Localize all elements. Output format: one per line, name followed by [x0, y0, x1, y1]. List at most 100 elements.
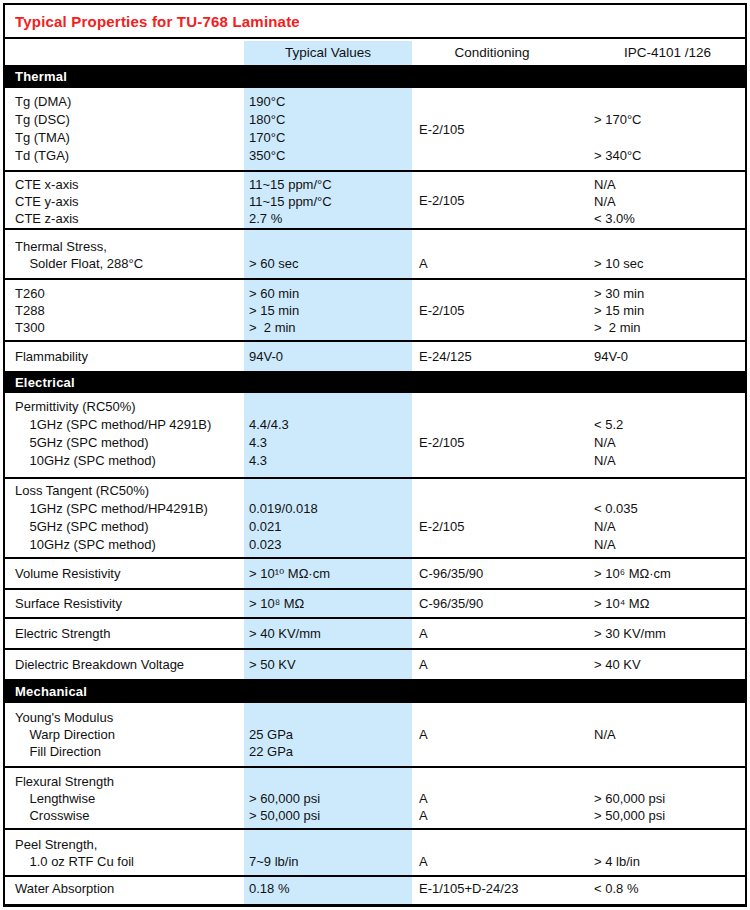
property-cell: Peel Strength, 1.0 oz RTF Cu foil: [5, 830, 244, 875]
table-row-youngs_modulus: Young's Modulus Warp Direction Fill Dire…: [5, 703, 745, 766]
typical-value-cell-line: 11~15 ppm/°C: [249, 193, 412, 210]
property-cell: T260T288T300: [5, 280, 244, 340]
conditioning-cell-value: E-2/105: [419, 122, 590, 137]
table-row-surface_resistivity: Surface Resistivity> 10⁸ MΩC-96/35/90> 1…: [5, 588, 745, 617]
property-cell: Flammability: [5, 342, 244, 371]
typical-value-cell-line: > 15 min: [249, 302, 412, 319]
ipc-spec-cell-line: [594, 93, 745, 111]
ipc-spec-cell-line: [594, 129, 745, 147]
property-cell-line: 1.0 oz RTF Cu foil: [15, 853, 244, 870]
ipc-spec-cell: < 0.035N/AN/A: [590, 479, 745, 557]
typical-value-cell-line: 0.019/0.018: [249, 500, 412, 518]
typical-value-cell: 94V-0: [244, 342, 412, 371]
property-cell-line: 1GHz (SPC method/HP4291B): [15, 500, 244, 518]
property-cell: Thermal Stress, Solder Float, 288°C: [5, 230, 244, 278]
typical-value-cell: 11~15 ppm/°C11~15 ppm/°C2.7 %: [244, 172, 412, 228]
conditioning-cell: A: [412, 619, 590, 648]
typical-value-cell-line: > 60,000 psi: [249, 790, 412, 807]
datasheet-table: Typical Properties for TU-768 Laminate T…: [3, 3, 747, 907]
property-cell-line: Water Absorption: [15, 881, 244, 896]
property-cell-line: Lengthwise: [15, 790, 244, 807]
ipc-spec-cell: N/A: [590, 703, 745, 766]
property-cell: Water Absorption: [5, 877, 244, 900]
table-row-t_times: T260T288T300> 60 min> 15 min> 2 minE-2/1…: [5, 278, 745, 340]
typical-value-cell-line: 0.18 %: [249, 881, 412, 896]
conditioning-cell-line: E-2/105: [419, 434, 590, 452]
ipc-spec-cell: > 4 lb/in: [590, 830, 745, 875]
table-row-volume_resistivity: Volume Resistivity> 10¹⁰ MΩ·cmC-96/35/90…: [5, 557, 745, 588]
page-title: Typical Properties for TU-768 Laminate: [15, 13, 300, 30]
property-cell: Tg (DMA)Tg (DSC)Tg (TMA)Td (TGA): [5, 88, 244, 170]
conditioning-cell-line: A: [419, 626, 590, 641]
typical-value-cell: 7~9 lb/in: [244, 830, 412, 875]
conditioning-cell-line: A: [419, 255, 590, 272]
property-cell-line: T300: [15, 319, 244, 336]
ipc-spec-cell-line: > 40 KV: [594, 657, 745, 672]
ipc-spec-cell-line: N/A: [594, 434, 745, 452]
property-cell-line: CTE x-axis: [15, 176, 244, 193]
typical-value-cell: 25 GPa22 GPa: [244, 703, 412, 766]
ipc-spec-cell-line: N/A: [594, 536, 745, 554]
typical-value-cell-line: [249, 836, 412, 853]
typical-value-cell: 0.019/0.0180.0210.023: [244, 479, 412, 557]
property-cell-line: Electric Strength: [15, 626, 244, 641]
property-cell-line: 5GHz (SPC method): [15, 434, 244, 452]
conditioning-cell-line: [419, 416, 590, 434]
ipc-spec-cell-line: > 10 sec: [594, 255, 745, 272]
conditioning-cell-line: [419, 238, 590, 255]
typical-value-cell-line: 0.021: [249, 518, 412, 536]
typical-value-cell-line: 350°C: [249, 147, 412, 165]
table-row-flexural_strength: Flexural Strength Lengthwise Crosswise> …: [5, 766, 745, 828]
ipc-spec-cell-value: N/A: [594, 727, 745, 742]
property-cell-line: Dielectric Breakdown Voltage: [15, 657, 244, 672]
table-row-loss_tangent: Loss Tangent (RC50%) 1GHz (SPC method/HP…: [5, 477, 745, 557]
ipc-spec-cell-line: > 170°C: [594, 111, 745, 129]
ipc-spec-cell-line: > 4 lb/in: [594, 853, 745, 870]
property-cell-line: Warp Direction: [15, 726, 244, 743]
ipc-spec-cell-line: [594, 482, 745, 500]
table-row-flammability: Flammability94V-0E-24/12594V-0: [5, 340, 745, 371]
conditioning-cell-line: C-96/35/90: [419, 566, 590, 581]
property-cell-line: Flammability: [15, 349, 244, 364]
property-cell: Young's Modulus Warp Direction Fill Dire…: [5, 703, 244, 766]
property-cell-line: Flexural Strength: [15, 773, 244, 790]
ipc-spec-cell-line: N/A: [594, 193, 745, 210]
conditioning-cell: C-96/35/90: [412, 559, 590, 588]
conditioning-cell-line: [419, 452, 590, 470]
ipc-spec-cell-line: N/A: [594, 176, 745, 193]
ipc-spec-cell-line: < 0.035: [594, 500, 745, 518]
typical-value-cell-line: 0.023: [249, 536, 412, 554]
conditioning-cell: AA: [412, 768, 590, 828]
property-cell-line: Tg (DSC): [15, 111, 244, 129]
table-row-electric_strength: Electric Strength> 40 KV/mmA> 30 KV/mm: [5, 617, 745, 648]
property-cell-line: Peel Strength,: [15, 836, 244, 853]
property-cell-line: Tg (DMA): [15, 93, 244, 111]
conditioning-cell-line: [419, 773, 590, 790]
property-cell-line: Permittivity (RC50%): [15, 398, 244, 416]
conditioning-cell-line: [419, 836, 590, 853]
ipc-spec-cell-line: > 2 min: [594, 319, 745, 336]
property-cell-line: CTE z-axis: [15, 210, 244, 227]
ipc-spec-cell: N/AN/A< 3.0%: [590, 172, 745, 228]
property-cell: Loss Tangent (RC50%) 1GHz (SPC method/HP…: [5, 479, 244, 557]
ipc-spec-cell-line: N/A: [594, 452, 745, 470]
property-cell: Dielectric Breakdown Voltage: [5, 650, 244, 679]
conditioning-cell-line: [419, 482, 590, 500]
ipc-spec-cell: > 10 sec: [590, 230, 745, 278]
conditioning-cell: E-2/105: [412, 280, 590, 340]
section-bar-thermal: Thermal: [5, 65, 745, 88]
ipc-spec-cell-line: N/A: [594, 518, 745, 536]
table-row-water_absorption: Water Absorption0.18 %E-1/105+D-24/23< 0…: [5, 875, 745, 900]
conditioning-cell-line: [419, 536, 590, 554]
ipc-spec-cell: > 10⁶ MΩ·cm: [590, 559, 745, 588]
property-cell-line: 10GHz (SPC method): [15, 452, 244, 470]
property-cell-line: Thermal Stress,: [15, 238, 244, 255]
conditioning-cell: A: [412, 230, 590, 278]
ipc-spec-cell-line: > 30 KV/mm: [594, 626, 745, 641]
ipc-spec-cell-line: > 340°C: [594, 147, 745, 165]
property-cell-line: Loss Tangent (RC50%): [15, 482, 244, 500]
typical-value-cell-line: [249, 482, 412, 500]
property-cell-line: T260: [15, 285, 244, 302]
property-cell-line: CTE y-axis: [15, 193, 244, 210]
typical-value-cell: > 60 sec: [244, 230, 412, 278]
